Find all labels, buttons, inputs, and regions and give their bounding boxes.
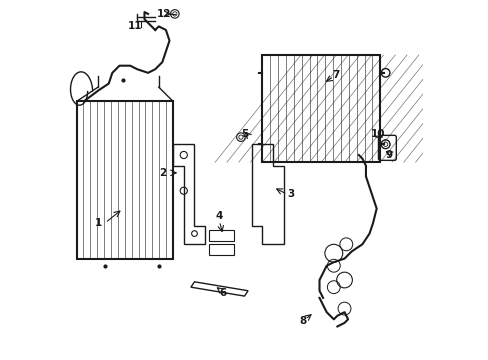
Text: 11: 11 [128,21,142,31]
Text: 3: 3 [287,189,294,199]
Text: 12: 12 [157,9,171,19]
Text: 2: 2 [159,168,165,178]
Text: 8: 8 [299,316,306,326]
Text: 5: 5 [241,129,247,139]
Text: 6: 6 [219,288,226,297]
Circle shape [236,133,244,141]
Circle shape [381,140,389,149]
Text: 9: 9 [385,150,392,160]
Text: 4: 4 [215,211,223,221]
Text: 10: 10 [370,129,385,139]
Text: 7: 7 [331,69,339,80]
Circle shape [170,10,179,18]
Text: 1: 1 [94,218,102,228]
